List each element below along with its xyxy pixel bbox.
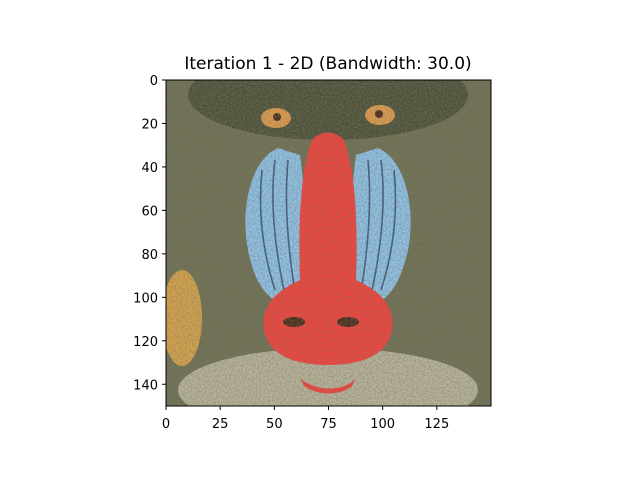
x-tick-label: 50: [266, 417, 283, 432]
y-axis: 0 20 40 60 80 100 120 140: [133, 74, 166, 393]
fur-texture: [166, 80, 491, 406]
y-tick-label: 40: [141, 161, 158, 176]
x-tick-label: 0: [162, 417, 170, 432]
x-tick-label: 75: [320, 417, 337, 432]
x-tick-label: 100: [370, 417, 395, 432]
x-tick-label: 25: [212, 417, 229, 432]
y-tick-label: 140: [133, 378, 158, 393]
y-tick-label: 120: [133, 335, 158, 350]
x-axis: 0 25 50 75 100 125: [162, 406, 449, 432]
x-tick-label: 125: [424, 417, 449, 432]
y-tick-label: 80: [141, 248, 158, 263]
chart-title: Iteration 1 - 2D (Bandwidth: 30.0): [184, 54, 471, 74]
y-tick-label: 20: [141, 117, 158, 132]
y-tick-label: 0: [150, 74, 158, 89]
y-tick-label: 60: [141, 204, 158, 219]
heatmap-image: [162, 50, 491, 432]
y-tick-label: 100: [133, 291, 158, 306]
